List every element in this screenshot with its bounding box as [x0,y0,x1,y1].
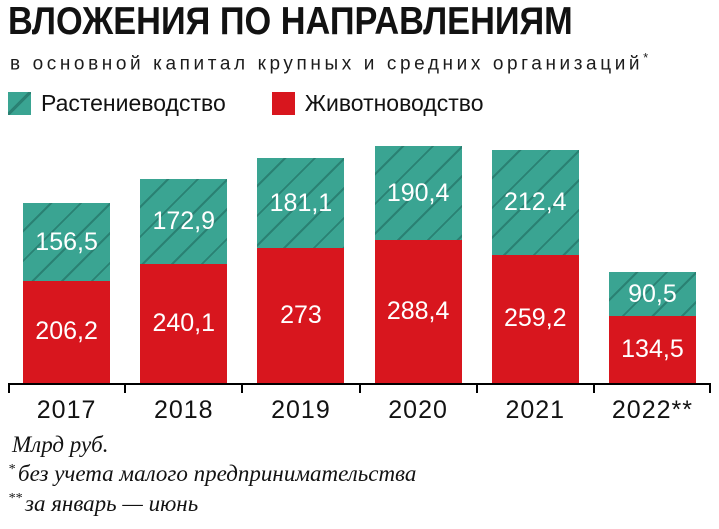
footnote-1: * без учета малого предпринимательства [8,459,416,488]
bar-segment-livestock: 259,2 [491,254,579,383]
axis-tick [358,383,361,393]
bar-segment-crop: 172,9 [140,178,228,265]
bar-value-label: 134,5 [621,335,684,364]
bar-segment-livestock: 240,1 [140,264,228,383]
plot-area: 156,5 206,2 172,9 240,1 181,1 273 190,4 288,4 21… [8,130,711,383]
legend: Растениеводство Животноводство [8,90,719,117]
x-axis-label: 2021 [505,396,566,424]
chart-subtitle: в основной капитал крупных и средних орг… [10,50,719,75]
footnote-text: без учета малого предпринимательства [18,461,417,487]
bar-column: 90,5 134,5 [594,130,711,383]
bar-value-label: 90,5 [628,279,677,308]
bar-column: 212,4 259,2 [477,130,594,383]
x-axis-label: 2019 [271,396,331,424]
bar-segment-livestock: 206,2 [23,280,111,383]
axis-tick [241,383,244,393]
axis-tick [8,383,10,393]
axis-tick [475,383,478,393]
bar-value-label: 206,2 [35,317,98,346]
legend-swatch-livestock [271,92,295,116]
bar-value-label: 288,4 [386,297,450,326]
x-axis [8,383,711,393]
bar-value-label: 212,4 [503,187,567,216]
footnote-marker: * [8,461,15,477]
bar-segment-livestock: 288,4 [374,240,462,383]
legend-item-crop: Растениеводство [8,90,226,117]
bar-segment-livestock: 134,5 [608,316,696,383]
footnote-marker-1: * [643,49,649,65]
unit-label: Млрд руб. [12,432,109,457]
bar-segment-crop: 90,5 [608,271,696,317]
legend-swatch-crop [8,92,31,116]
legend-item-livestock: Животноводство [271,90,484,117]
legend-label: Животноводство [304,90,484,117]
x-axis-label: 2018 [153,396,214,424]
bar-value-label: 259,2 [503,304,567,333]
bar-segment-crop: 190,4 [374,146,462,241]
chart-footer: Млрд руб. * без учета малого предпринимат… [8,430,416,518]
bar-segment-livestock: 273 [257,247,345,383]
bar-segment-crop: 212,4 [491,149,579,255]
footnote-2: ** за январь — июнь [8,489,416,518]
x-axis-label: 2017 [36,396,97,424]
x-axis-label: 2020 [388,396,448,424]
bar-value-label: 156,5 [35,227,98,256]
footnote-text: за январь — июнь [25,490,199,516]
bar-column: 156,5 206,2 [8,130,125,383]
axis-tick [592,383,595,393]
bar-chart: 156,5 206,2 172,9 240,1 181,1 273 190,4 288,4 21… [8,130,711,425]
bar-value-label: 240,1 [152,309,216,338]
bar-column: 181,1 273 [242,130,359,383]
bar-value-label: 172,9 [152,206,216,235]
bar-value-label: 181,1 [269,188,333,217]
bar-value-label: 190,4 [386,178,450,207]
legend-label: Растениеводство [41,90,226,117]
bar-segment-crop: 156,5 [23,203,111,281]
axis-tick [709,383,711,393]
bar-column: 190,4 288,4 [360,130,477,383]
chart-title: ВЛОЖЕНИЯ ПО НАПРАВЛЕНИЯМ [8,0,573,43]
x-axis-labels: 2017 2018 2019 2020 2021 2022** [8,396,711,425]
axis-tick [124,383,127,393]
chart-subtitle-text: в основной капитал крупных и средних орг… [10,53,644,75]
bar-value-label: 273 [280,300,322,329]
footnote-marker: ** [8,491,22,507]
bar-segment-crop: 181,1 [257,158,345,248]
x-axis-label: 2022** [611,396,693,424]
bar-column: 172,9 240,1 [125,130,242,383]
